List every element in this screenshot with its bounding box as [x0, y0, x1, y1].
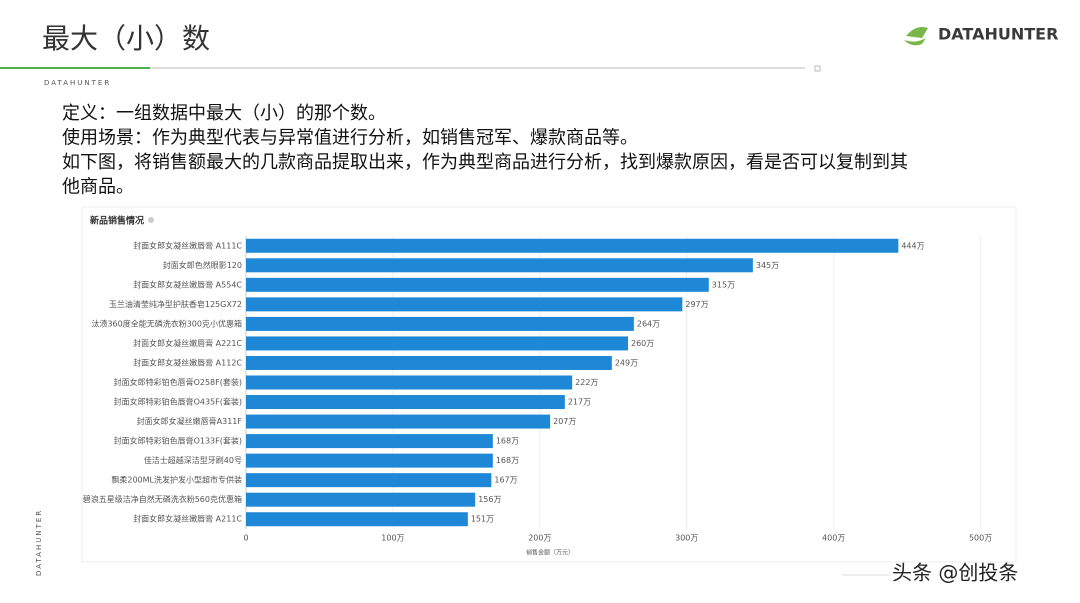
bar [246, 336, 628, 351]
y-tick-label: 封面女郎女凝丝嫩唇膏A311F [137, 416, 243, 426]
value-label: 156万 [478, 495, 501, 504]
bar [246, 277, 709, 292]
y-tick-label: 封面女郎特彩铂色唇膏O258F(套装) [114, 377, 242, 387]
bar [246, 258, 753, 273]
bar [246, 473, 492, 488]
value-label: 264万 [637, 319, 660, 328]
bar [246, 434, 493, 449]
value-label: 217万 [568, 398, 591, 407]
slide-title: 最大（小）数 [42, 22, 210, 55]
y-tick-label: 封面女郎色然眼影120 [163, 260, 242, 270]
body-line: 如下图，将销售额最大的几款商品提取出来，作为典型商品进行分析，找到爆款原因，看是… [62, 152, 908, 173]
y-tick-label: 佳洁士超越深洁型牙刷40号 [144, 455, 242, 465]
bar [246, 238, 899, 253]
x-tick-label: 0 [243, 534, 248, 543]
y-tick-label: 飘柔200ML洗发护发小型超市专供装 [111, 475, 242, 485]
value-label: 167万 [494, 476, 517, 485]
value-label: 207万 [553, 417, 576, 426]
side-brand: DATAHUNTER [35, 509, 43, 576]
value-label: 297万 [685, 300, 708, 309]
value-label: 260万 [631, 339, 654, 348]
bar [246, 316, 634, 331]
bar [246, 375, 573, 390]
y-tick-label: 封面女郎特彩铂色唇膏O133F(套装) [114, 436, 242, 446]
x-tick-label: 400万 [822, 534, 845, 543]
value-label: 222万 [575, 378, 598, 387]
brand: DATAHUNTER [44, 79, 111, 87]
bar [246, 297, 683, 312]
y-tick-label: 玉兰油清莹纯净型护肤香皂125GX72 [109, 299, 242, 309]
bar [246, 453, 493, 468]
x-axis-label: 销售金额（万元） [526, 549, 574, 557]
bar [246, 395, 565, 410]
logo-icon [904, 27, 928, 46]
value-label: 444万 [901, 241, 924, 250]
bar [246, 355, 612, 370]
watermark: 头条 @创投条 [892, 561, 1018, 585]
x-tick-label: 200万 [528, 534, 551, 543]
y-tick-label: 封面女郎女凝丝嫩唇膏 A554C [133, 279, 242, 289]
x-tick-label: 300万 [675, 534, 698, 543]
bar [246, 414, 551, 429]
x-tick-label: 500万 [969, 534, 992, 543]
value-label: 151万 [471, 515, 494, 524]
x-tick-label: 100万 [381, 534, 404, 543]
info-icon [148, 217, 154, 223]
body-line: 使用场景：作为典型代表与异常值进行分析，如销售冠军、爆款商品等。 [62, 128, 638, 149]
value-label: 168万 [496, 437, 519, 446]
y-tick-label: 封面女郎特彩铂色唇膏O435F(套装) [114, 397, 242, 407]
y-tick-label: 封面女郎女凝丝嫩唇膏 A112C [133, 357, 242, 367]
y-tick-label: 碧浪五星级洁净自然无磷洗衣粉560克优惠箱 [83, 494, 242, 504]
y-tick-label: 汰渍360度全能无磷洗衣粉300克小优惠箱 [91, 318, 242, 328]
y-tick-label: 封面女郎女凝丝嫩唇膏 A111C [133, 240, 242, 250]
body-line: 定义：一组数据中最大（小）的那个数。 [62, 103, 386, 124]
bar [246, 492, 476, 507]
y-tick-label: 封面女郎女凝丝嫩唇膏 A221C [133, 338, 242, 348]
bar [246, 512, 468, 527]
value-label: 315万 [712, 280, 735, 289]
rule-end [814, 65, 821, 72]
value-label: 168万 [496, 456, 519, 465]
logo: DATAHUNTER [938, 25, 1058, 44]
chart-title: 新品销售情况 [90, 215, 144, 227]
value-label: 345万 [756, 261, 779, 270]
body-line: 他商品。 [62, 177, 134, 198]
y-tick-label: 封面女郎女凝丝嫩唇膏 A211C [133, 514, 242, 524]
value-label: 249万 [615, 358, 638, 367]
